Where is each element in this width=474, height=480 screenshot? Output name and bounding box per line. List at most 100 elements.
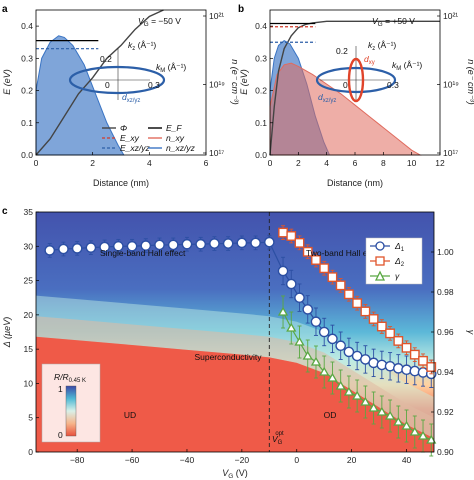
- y-tick-label: 10: [24, 378, 34, 388]
- panel-a-y2label: n (e⁻ cm⁻³): [230, 59, 240, 105]
- point-gamma: [319, 366, 330, 376]
- heatmap: [36, 212, 434, 452]
- x-tick-label: 8: [381, 158, 386, 168]
- point-delta2: [344, 289, 354, 300]
- y2-tick-label: 0.98: [437, 287, 454, 297]
- x-tick-label: 4: [324, 158, 329, 168]
- point-delta1: [154, 239, 165, 251]
- point-gamma: [286, 322, 297, 332]
- x-tick-label: 6: [353, 158, 358, 168]
- y-tick-label: 25: [24, 276, 34, 286]
- inset-orbital-xy-label: dxy: [364, 54, 375, 66]
- label-superconductivity: Superconductivity: [194, 352, 262, 362]
- point-gamma: [302, 350, 313, 360]
- y2-tick-label: 10²¹: [443, 11, 458, 21]
- point-delta1: [294, 292, 305, 304]
- legend-delta1-marker: [375, 241, 385, 251]
- point-delta2: [278, 227, 288, 238]
- point-delta1: [195, 238, 206, 250]
- fermi-surface-xz-yz: [315, 66, 397, 94]
- y-tick-label: 15: [24, 344, 34, 354]
- colorbar-title: R/R0.45 K: [54, 372, 86, 384]
- y-tick-label: 0.0: [21, 150, 33, 160]
- legend-gamma: γ: [395, 271, 400, 281]
- y-tick-label: 0.0: [255, 150, 267, 160]
- point-gamma: [327, 372, 338, 382]
- panel-a-xlabel: Distance (nm): [93, 178, 149, 188]
- inset-kz-label: kz (Å⁻¹): [368, 40, 396, 52]
- panel-a: a 0 2 4 6 0.0 0.1 0.2 0.3 0.4 10¹⁷ 10¹⁹ 10²¹ VG = −…: [2, 4, 240, 188]
- point-delta1: [181, 238, 193, 250]
- point-delta1: [209, 238, 220, 249]
- x-tick-label: −80: [70, 455, 85, 465]
- point-gamma: [376, 406, 387, 416]
- legend-nxzyz: n_xz/yz: [166, 143, 196, 153]
- panel-b-ylabel: E (eV): [239, 69, 249, 95]
- x-tick-label: 4: [147, 158, 152, 168]
- inset-tick-0: 0: [105, 80, 110, 90]
- x-tick-label: 0: [268, 158, 273, 168]
- x-tick-label: 40: [402, 455, 412, 465]
- point-delta2: [302, 246, 313, 257]
- point-delta2: [327, 272, 338, 283]
- point-delta1: [71, 243, 83, 254]
- panel-a-inset: kz (Å⁻¹) 0.2 0 0.3 kM (Å⁻¹) dxz/yz: [68, 40, 186, 104]
- point-gamma: [426, 434, 437, 444]
- point-gamma: [409, 426, 420, 436]
- point-delta2: [360, 306, 371, 317]
- point-delta1: [44, 245, 56, 256]
- point-delta1: [126, 240, 138, 252]
- inset-orbital-label: dxz/yz: [318, 92, 336, 104]
- legend-exzyz: E_xz/yz: [120, 143, 151, 153]
- point-delta1: [85, 242, 97, 253]
- x-tick-label: 6: [204, 158, 209, 168]
- x-tick-label: −60: [125, 455, 140, 465]
- inset-km-label: kM (Å⁻¹): [392, 60, 422, 72]
- x-tick-label: 12: [435, 158, 445, 168]
- point-gamma: [384, 410, 396, 420]
- point-delta1: [58, 243, 69, 255]
- point-gamma: [310, 356, 322, 366]
- point-gamma: [417, 430, 429, 440]
- superconducting-dome-core: [36, 336, 434, 452]
- panel-c-legend: Δ1 Δ2 γ: [365, 237, 423, 285]
- label-vopt: VGopt: [272, 431, 284, 446]
- inset-tick-03: 0.3: [387, 80, 399, 90]
- y-tick-label: 5: [28, 413, 33, 423]
- series-n-xy: [269, 62, 423, 156]
- legend-gamma-marker: [374, 270, 386, 281]
- y-tick-label: 0.4: [21, 21, 33, 31]
- y2-tick-label: 10¹⁹: [209, 80, 225, 90]
- panel-c-y2label: γ: [466, 330, 474, 335]
- y-tick-label: 0.4: [255, 21, 267, 31]
- point-gamma: [343, 386, 355, 396]
- legend-delta2-marker: [375, 256, 385, 266]
- y-tick-label: 0.2: [21, 86, 33, 96]
- y-tick-label: 0.3: [255, 53, 267, 63]
- panel-c-axes: [35, 211, 435, 453]
- legend-exy: E_xy: [120, 133, 140, 143]
- point-delta1: [140, 240, 152, 251]
- inset-tick-02: 0.2: [336, 46, 348, 56]
- y-tick-label: 0.3: [21, 53, 33, 63]
- inset-tick-03: 0.3: [148, 80, 160, 90]
- point-delta1: [222, 238, 234, 249]
- point-delta2: [426, 362, 437, 372]
- fermi-surface-xz-yz: [68, 65, 166, 95]
- y2-tick-label: 10¹⁷: [443, 148, 458, 158]
- point-gamma: [294, 336, 305, 346]
- point-delta1: [302, 304, 314, 315]
- panel-b-y2label: n (e⁻ cm⁻³): [466, 59, 474, 105]
- legend-ef: E_F: [166, 123, 182, 133]
- y2-tick-label: 0.90: [437, 447, 454, 457]
- x-tick-label: 2: [90, 158, 95, 168]
- point-delta1: [310, 316, 322, 328]
- point-delta1: [99, 241, 110, 253]
- label-od: OD: [324, 410, 337, 420]
- point-gamma: [368, 402, 379, 412]
- point-delta2: [311, 255, 321, 265]
- x-tick-label: 20: [347, 455, 357, 465]
- panel-b-inset: kz (Å⁻¹) 0.2 0 0.3 kM (Å⁻¹) dxy dxz/yz: [315, 40, 422, 104]
- y2-tick-label: 1.00: [437, 247, 454, 257]
